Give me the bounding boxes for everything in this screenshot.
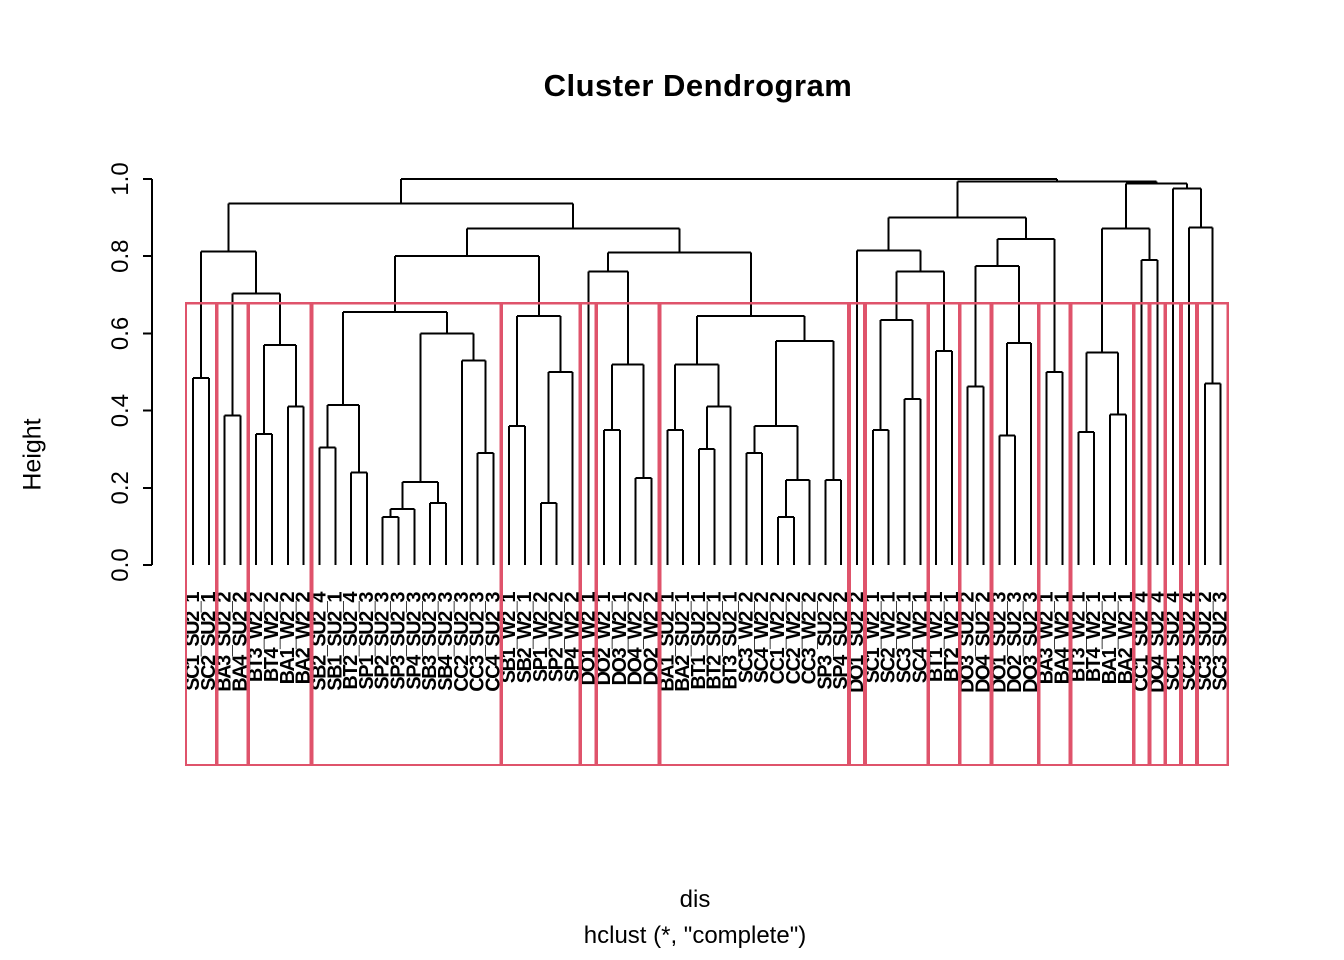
svg-text:SP4_W2_2: SP4_W2_2 bbox=[561, 592, 583, 683]
cluster-box bbox=[991, 302, 1040, 767]
svg-text:BA3_SU2_2: BA3_SU2_2 bbox=[214, 592, 236, 692]
svg-text:BT2_SU2_1: BT2_SU2_1 bbox=[704, 592, 726, 690]
svg-text:0.4: 0.4 bbox=[107, 394, 134, 427]
svg-text:BA2_SU2_1: BA2_SU2_1 bbox=[672, 592, 694, 692]
svg-text:SC3_SU2_2: SC3_SU2_2 bbox=[1194, 592, 1216, 691]
svg-text:BA1_W2_2: BA1_W2_2 bbox=[277, 592, 299, 685]
svg-text:0.0: 0.0 bbox=[107, 548, 134, 581]
svg-text:BT4_W2_1: BT4_W2_1 bbox=[1083, 592, 1105, 683]
svg-text:BA1_SU2_1: BA1_SU2_1 bbox=[656, 592, 678, 692]
svg-text:DO1_SU2_3: DO1_SU2_3 bbox=[988, 592, 1010, 693]
svg-text:BT3_SU2_1: BT3_SU2_1 bbox=[720, 592, 742, 690]
cluster-box bbox=[1038, 302, 1071, 767]
svg-text:0.8: 0.8 bbox=[107, 240, 134, 273]
svg-text:SB4_SU2_3: SB4_SU2_3 bbox=[435, 592, 457, 691]
svg-text:CC2_W2_2: CC2_W2_2 bbox=[783, 592, 805, 685]
svg-text:SC1_W2_1: SC1_W2_1 bbox=[862, 592, 884, 684]
svg-text:DO3_SU2_2: DO3_SU2_2 bbox=[957, 592, 979, 693]
cluster-box bbox=[184, 302, 218, 767]
svg-text:CC3_W2_2: CC3_W2_2 bbox=[799, 592, 821, 685]
cluster-box bbox=[248, 302, 312, 767]
svg-text:SC3_SU2_3: SC3_SU2_3 bbox=[1210, 592, 1232, 691]
svg-text:BA1_W2_1: BA1_W2_1 bbox=[1099, 592, 1121, 685]
svg-text:BA2_W2_2: BA2_W2_2 bbox=[293, 592, 315, 685]
svg-text:BA4_W2_1: BA4_W2_1 bbox=[1052, 592, 1074, 685]
svg-text:BA2_W2_1: BA2_W2_1 bbox=[1115, 592, 1137, 685]
x-caption-call: hclust (*, "complete") bbox=[583, 922, 807, 949]
cluster-box bbox=[216, 302, 249, 767]
x-caption-dis: dis bbox=[679, 886, 711, 913]
cluster-box bbox=[959, 302, 992, 767]
svg-text:SB1_W2_1: SB1_W2_1 bbox=[498, 592, 520, 684]
svg-text:SP4_SU2_3: SP4_SU2_3 bbox=[403, 592, 425, 690]
svg-text:SP2_W2_2: SP2_W2_2 bbox=[546, 592, 568, 683]
svg-text:CC1_W2_2: CC1_W2_2 bbox=[767, 592, 789, 685]
cluster-box bbox=[1133, 302, 1150, 767]
svg-text:DO1_W2_1: DO1_W2_1 bbox=[577, 592, 599, 686]
svg-text:DO3_W2_1: DO3_W2_1 bbox=[609, 592, 631, 686]
svg-text:SC2_SU2_4: SC2_SU2_4 bbox=[1178, 591, 1200, 691]
cluster-box bbox=[927, 302, 961, 767]
chart-title: Cluster Dendrogram bbox=[543, 68, 853, 103]
svg-text:SB2_SU2_4: SB2_SU2_4 bbox=[308, 591, 330, 691]
svg-text:SC4_W2_2: SC4_W2_2 bbox=[751, 592, 773, 684]
cluster-box bbox=[1196, 302, 1229, 767]
svg-text:SC4_W2_1: SC4_W2_1 bbox=[909, 592, 931, 684]
cluster-box bbox=[500, 302, 581, 767]
svg-text:DO3_SU2_3: DO3_SU2_3 bbox=[1020, 592, 1042, 693]
svg-text:SB1_SU2_1: SB1_SU2_1 bbox=[324, 592, 346, 691]
svg-text:SP3_SU2_2: SP3_SU2_2 bbox=[814, 592, 836, 690]
svg-text:SP1_SU2_3: SP1_SU2_3 bbox=[356, 592, 378, 690]
svg-text:DO4_W2_2: DO4_W2_2 bbox=[625, 592, 647, 686]
svg-text:SB3_SU2_3: SB3_SU2_3 bbox=[419, 592, 441, 691]
svg-text:SP2_SU2_3: SP2_SU2_3 bbox=[372, 592, 394, 690]
svg-text:SP1_W2_2: SP1_W2_2 bbox=[530, 592, 552, 683]
cluster-box bbox=[659, 302, 850, 767]
svg-text:BA3_W2_1: BA3_W2_1 bbox=[1036, 592, 1058, 685]
svg-text:CC1_SU2_4: CC1_SU2_4 bbox=[1131, 591, 1153, 692]
svg-text:SP3_SU2_3: SP3_SU2_3 bbox=[388, 592, 410, 690]
cluster-box bbox=[864, 302, 929, 767]
svg-text:SC1_SU2_1: SC1_SU2_1 bbox=[182, 592, 204, 691]
svg-text:0.2: 0.2 bbox=[107, 471, 134, 504]
svg-text:BT2_SU2_4: BT2_SU2_4 bbox=[340, 591, 362, 690]
svg-text:DO2_SU2_3: DO2_SU2_3 bbox=[1004, 592, 1026, 693]
svg-text:SC2_W2_1: SC2_W2_1 bbox=[878, 592, 900, 684]
cluster-box bbox=[580, 302, 597, 767]
svg-text:SC1_SU2_4: SC1_SU2_4 bbox=[1162, 591, 1184, 691]
svg-text:DO2_W2_1: DO2_W2_1 bbox=[593, 592, 615, 686]
svg-text:1.0: 1.0 bbox=[107, 162, 134, 195]
svg-text:BT1_SU2_1: BT1_SU2_1 bbox=[688, 592, 710, 690]
svg-text:SC2_SU2_1: SC2_SU2_1 bbox=[198, 592, 220, 691]
svg-text:BA4_SU2_2: BA4_SU2_2 bbox=[229, 592, 251, 692]
svg-text:BT4_W2_2: BT4_W2_2 bbox=[261, 592, 283, 683]
cluster-box bbox=[1149, 302, 1166, 767]
cluster-box bbox=[1165, 302, 1182, 767]
cluster-box bbox=[311, 302, 502, 767]
svg-text:CC4_SU2_3: CC4_SU2_3 bbox=[482, 592, 504, 692]
svg-text:DO4_SU2_2: DO4_SU2_2 bbox=[973, 592, 995, 693]
svg-text:CC2_SU2_3: CC2_SU2_3 bbox=[451, 592, 473, 692]
svg-text:SC3_W2_1: SC3_W2_1 bbox=[893, 592, 915, 684]
svg-text:DO1_SU2_2: DO1_SU2_2 bbox=[846, 592, 868, 693]
cluster-box bbox=[848, 302, 866, 767]
svg-text:CC3_SU2_3: CC3_SU2_3 bbox=[467, 592, 489, 692]
svg-text:SP4_SU2_2: SP4_SU2_2 bbox=[830, 592, 852, 690]
svg-text:BT3_W2_2: BT3_W2_2 bbox=[245, 592, 267, 683]
cluster-box bbox=[1070, 302, 1135, 767]
cluster-box bbox=[595, 302, 660, 767]
cluster-box bbox=[1180, 302, 1198, 767]
svg-text:DO4_SU2_4: DO4_SU2_4 bbox=[1146, 591, 1168, 693]
svg-text:0.6: 0.6 bbox=[107, 317, 134, 350]
svg-text:BT2_W2_1: BT2_W2_1 bbox=[941, 592, 963, 683]
svg-text:BT3_W2_1: BT3_W2_1 bbox=[1067, 592, 1089, 683]
svg-text:SB2_W2_1: SB2_W2_1 bbox=[514, 592, 536, 684]
svg-text:DO2_W2_2: DO2_W2_2 bbox=[640, 592, 662, 686]
svg-text:BT1_W2_1: BT1_W2_1 bbox=[925, 592, 947, 683]
svg-text:SC3_W2_2: SC3_W2_2 bbox=[735, 592, 757, 684]
